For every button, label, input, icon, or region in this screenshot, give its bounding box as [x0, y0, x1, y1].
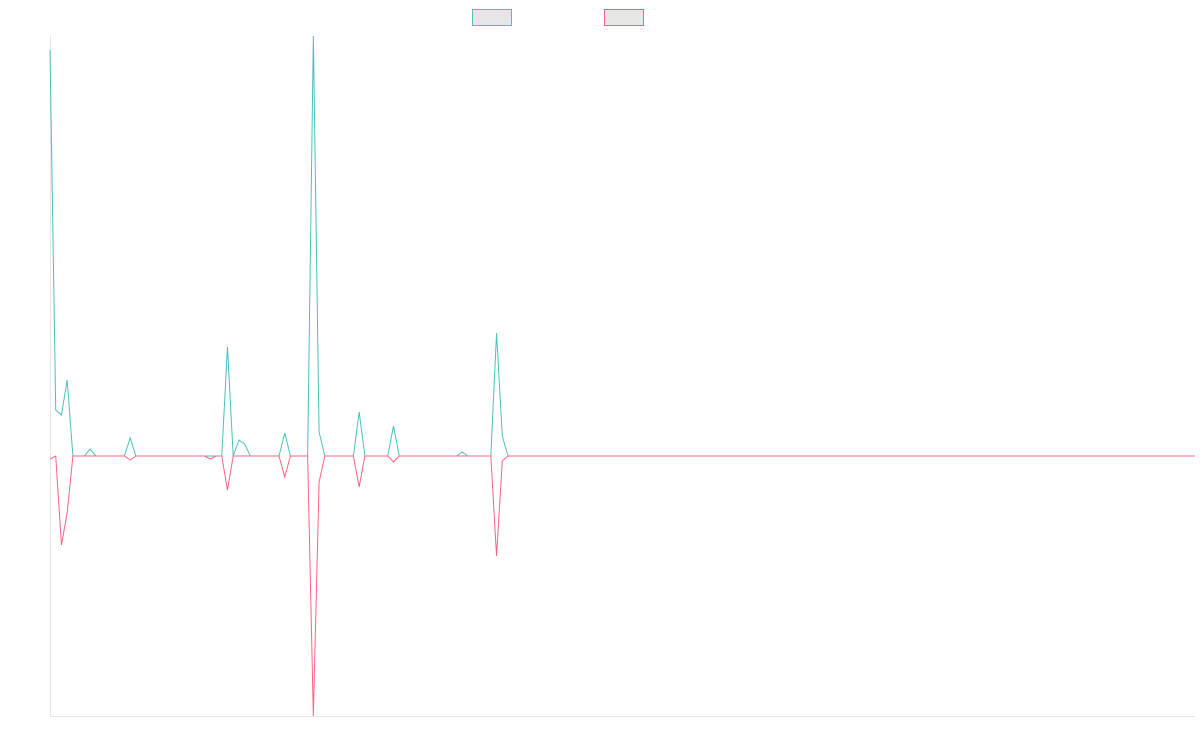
series-line [49, 455, 1195, 717]
series-line [49, 35, 1195, 457]
legend-swatch [604, 9, 644, 26]
legend-swatch [472, 9, 512, 26]
